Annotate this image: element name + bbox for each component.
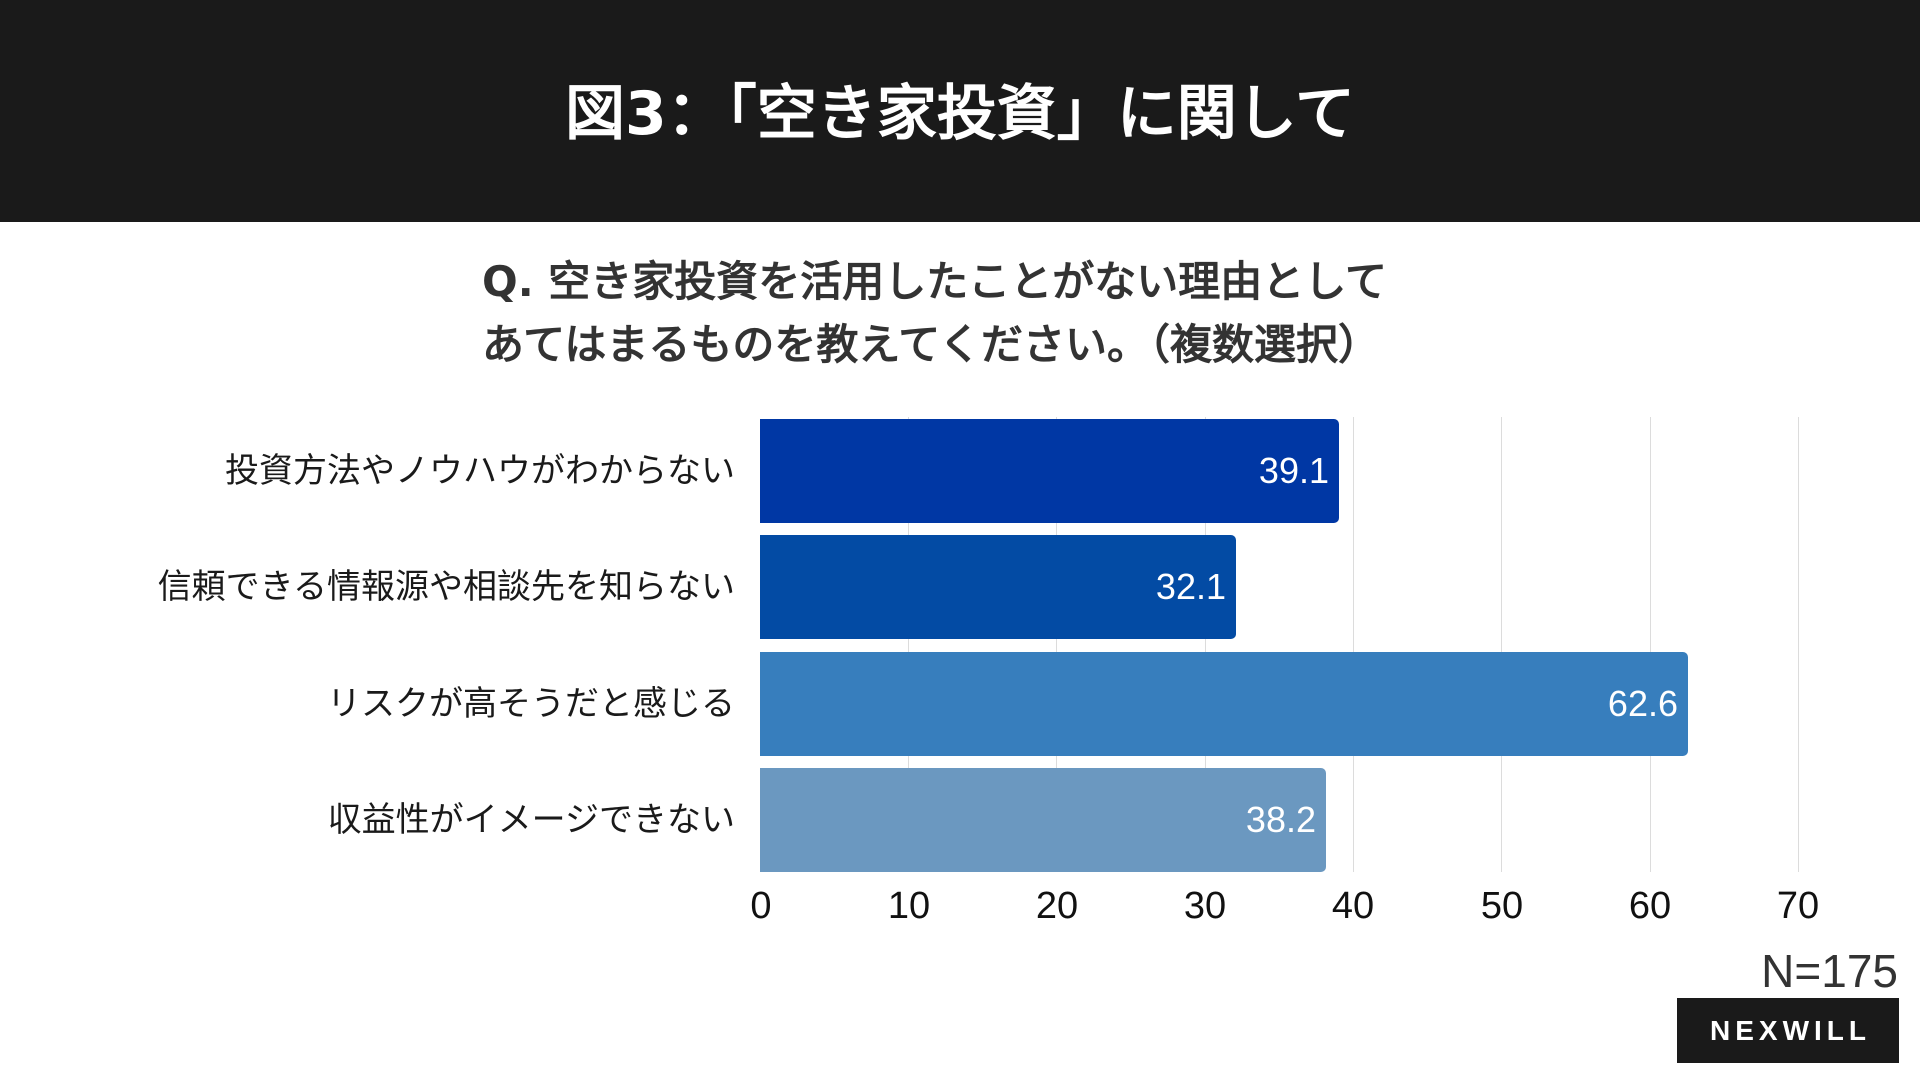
bar-value-label: 32.1 [1155, 566, 1226, 607]
category-label: 投資方法やノウハウがわからない [225, 451, 735, 491]
x-tick-label: 40 [1331, 885, 1375, 927]
gridline-60 [1650, 417, 1651, 872]
gridline-10 [908, 417, 909, 872]
x-tick-label: 30 [1183, 885, 1227, 927]
x-tick-label: 60 [1628, 885, 1672, 927]
x-tick-label: 70 [1776, 885, 1820, 927]
brand-logo: NEXWILL [1677, 998, 1899, 1063]
question-text: Q. 空き家投資を活用したことがない理由として あてはまるものを教えてください。… [482, 250, 1387, 376]
x-tick-label: 0 [750, 885, 772, 927]
x-tick-label: 50 [1480, 885, 1524, 927]
gridline-20 [1056, 417, 1057, 872]
question-line-1: Q. 空き家投資を活用したことがない理由として [482, 257, 1388, 306]
sample-size-label: N=175 [1761, 945, 1898, 997]
bar-value-label: 39.1 [1258, 450, 1329, 491]
x-tick-label: 10 [887, 885, 931, 927]
category-label: 信頼できる情報源や相談先を知らない [157, 567, 735, 607]
category-label: リスクが高そうだと感じる [327, 684, 735, 724]
bar-value-label: 62.6 [1607, 683, 1678, 724]
gridline-40 [1353, 417, 1354, 872]
bar: 62.6 [760, 652, 1688, 756]
page-title: 図3：「空き家投資」に関して [565, 79, 1355, 149]
brand-logo-text: NEXWILL [1710, 1014, 1871, 1046]
bar: 32.1 [760, 535, 1236, 639]
gridline-50 [1501, 417, 1502, 872]
category-label: 収益性がイメージできない [327, 800, 735, 840]
bar: 39.1 [760, 419, 1339, 523]
title-bar: 図3：「空き家投資」に関して [0, 0, 1920, 222]
bar: 38.2 [760, 768, 1326, 872]
x-tick-label: 20 [1035, 885, 1079, 927]
question-line-2: あてはまるものを教えてください。（複数選択） [482, 320, 1380, 369]
bar-value-label: 38.2 [1245, 799, 1316, 840]
gridline-30 [1205, 417, 1206, 872]
gridline-70 [1798, 417, 1799, 872]
